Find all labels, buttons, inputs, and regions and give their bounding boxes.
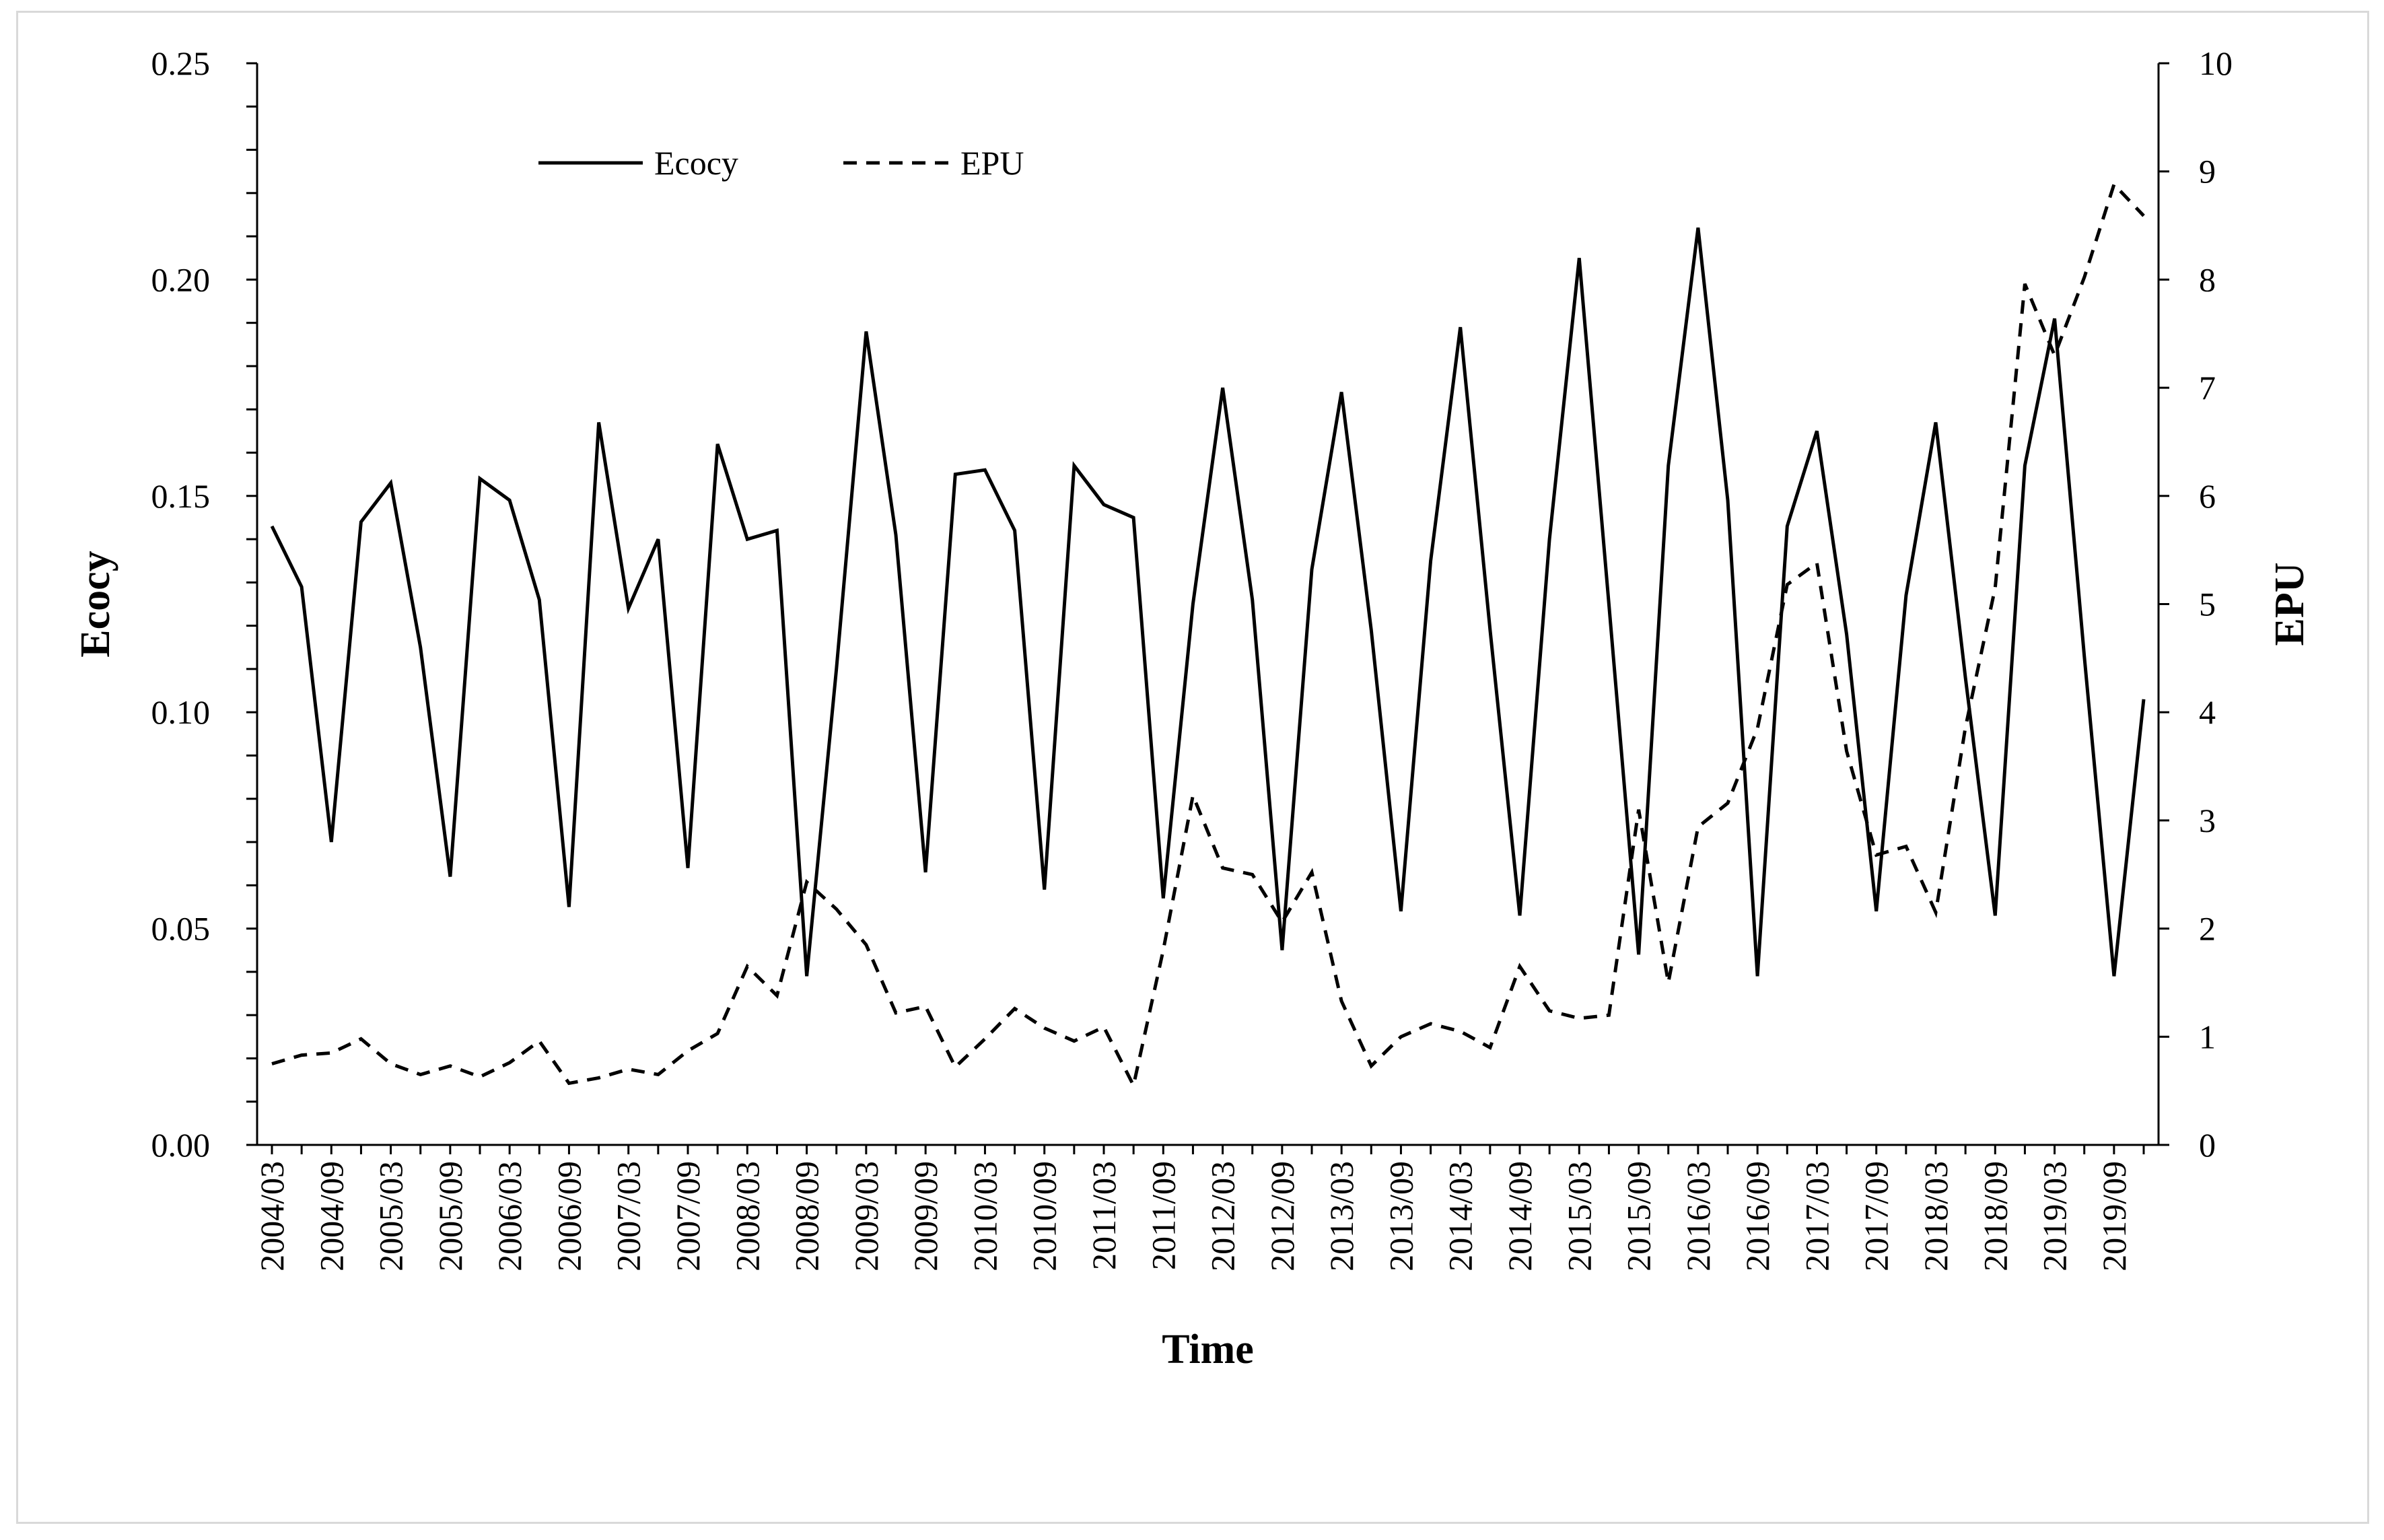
y-left-tick-label: 0.00 — [151, 1126, 211, 1164]
y-right-tick-label: 10 — [2199, 44, 2233, 82]
legend-label-ecocy: Ecocy — [654, 144, 738, 182]
x-tick-label: 2004/03 — [253, 1161, 291, 1271]
x-tick-label: 2012/03 — [1204, 1161, 1242, 1271]
x-tick-label: 2009/03 — [847, 1161, 885, 1271]
x-tick-label: 2013/09 — [1382, 1161, 1419, 1271]
x-tick-label: 2011/03 — [1085, 1161, 1123, 1270]
y-right-tick-label: 4 — [2199, 693, 2216, 731]
legend: Ecocy EPU — [538, 144, 1024, 182]
x-tick-label: 2015/09 — [1620, 1161, 1658, 1271]
x-tick-label: 2019/03 — [2036, 1161, 2074, 1271]
y-left-tick-label: 0.15 — [151, 477, 211, 515]
y-axis-right-title: EPU — [2267, 563, 2313, 646]
y-right-tick-label: 6 — [2199, 477, 2216, 515]
y-left-tick-label: 0.05 — [151, 910, 211, 948]
x-tick-label: 2010/09 — [1026, 1161, 1063, 1271]
x-tick-label: 2008/03 — [728, 1161, 766, 1271]
x-tick-label: 2016/09 — [1739, 1161, 1776, 1271]
x-tick-label: 2016/03 — [1679, 1161, 1717, 1271]
x-tick-label: 2018/09 — [1976, 1161, 2014, 1271]
x-tick-label: 2011/09 — [1144, 1161, 1182, 1270]
y-axis-left-title: Ecocy — [73, 551, 118, 657]
y-right-tick-label: 2 — [2199, 910, 2216, 948]
y-left-tick-label: 0.25 — [151, 44, 211, 82]
x-tick-label: 2014/03 — [1442, 1161, 1479, 1271]
legend-label-epu: EPU — [960, 144, 1024, 182]
x-tick-label: 2014/09 — [1501, 1161, 1539, 1271]
left-axis-ticks: 0.00 0.05 0.10 0.15 0.20 0.25 — [151, 44, 257, 1164]
x-tick-label: 2012/09 — [1263, 1161, 1301, 1271]
y-left-tick-label: 0.10 — [151, 693, 211, 731]
y-right-tick-label: 1 — [2199, 1018, 2216, 1055]
right-axis-ticks: 0 1 2 3 4 5 6 7 8 9 10 — [2159, 44, 2233, 1164]
y-right-tick-label: 3 — [2199, 802, 2216, 839]
x-tick-label: 2004/09 — [312, 1161, 350, 1271]
x-tick-label: 2009/09 — [907, 1161, 944, 1271]
series-layer — [270, 181, 2146, 1090]
x-tick-label: 2005/03 — [372, 1161, 410, 1271]
x-tick-label: 2019/09 — [2095, 1161, 2133, 1271]
x-tick-label: 2013/03 — [1323, 1161, 1360, 1271]
x-tick-label: 2006/09 — [550, 1161, 588, 1271]
x-tick-label: 2010/03 — [966, 1161, 1004, 1271]
x-axis-ticks: 2004/03 2004/09 2005/03 2005/09 2006/03 2006/… — [253, 1145, 2145, 1271]
x-tick-label: 2015/03 — [1560, 1161, 1598, 1271]
x-tick-label: 2008/09 — [788, 1161, 826, 1271]
y-right-tick-label: 9 — [2199, 153, 2216, 190]
y-left-tick-label: 0.20 — [151, 260, 211, 298]
x-tick-label: 2017/09 — [1858, 1161, 1895, 1271]
x-tick-label: 2007/09 — [669, 1161, 707, 1271]
x-tick-label: 2017/03 — [1798, 1161, 1835, 1271]
y-right-tick-label: 5 — [2199, 586, 2216, 623]
series-line-ecocy — [270, 227, 2146, 977]
x-tick-label: 2006/03 — [491, 1161, 528, 1271]
x-tick-label: 2007/03 — [610, 1161, 647, 1271]
x-axis-title: Time — [1162, 1327, 1254, 1372]
y-right-tick-label: 8 — [2199, 260, 2216, 298]
series-line-epu — [271, 181, 2145, 1090]
x-tick-label: 2005/09 — [431, 1161, 469, 1271]
axes — [256, 63, 2160, 1146]
x-tick-label: 2018/03 — [1917, 1161, 1955, 1271]
y-right-tick-label: 0 — [2199, 1126, 2216, 1164]
y-right-tick-label: 7 — [2199, 369, 2216, 407]
